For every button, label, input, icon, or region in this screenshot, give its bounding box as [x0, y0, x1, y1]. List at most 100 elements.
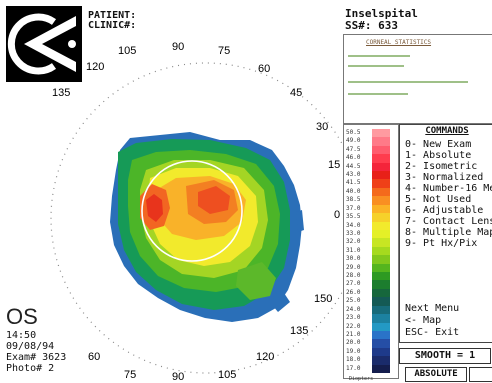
- next-menu-item[interactable]: Next Menu: [405, 303, 460, 314]
- scale-value: 35.5: [346, 213, 361, 221]
- logo: [6, 6, 82, 82]
- command-item[interactable]: 6- Adjustable: [405, 205, 484, 216]
- patient-label: PATIENT:: [88, 10, 137, 21]
- scale-swatch: [372, 280, 390, 290]
- scale-value: 33.0: [346, 229, 361, 237]
- scale-swatch: [372, 187, 390, 197]
- scale-swatch: [372, 297, 390, 307]
- scale-value: 41.5: [346, 179, 361, 187]
- logo-mark-icon: [7, 13, 76, 75]
- photo-label: Photo#: [6, 363, 43, 374]
- scale-swatch: [372, 322, 390, 332]
- exam-date: 09/08/94: [6, 341, 55, 352]
- scale-value: 21.0: [346, 330, 361, 338]
- color-scale: 50.5 49.0 47.5 46.0 44.5 43.0 41.5 40.0 38.5 37.0…: [343, 124, 399, 379]
- scale-swatch: [372, 137, 390, 147]
- axis-label-0: 0: [334, 209, 340, 221]
- command-item[interactable]: 4- Number-16 Me: [405, 183, 492, 194]
- commands-title: COMMANDS: [425, 126, 469, 136]
- scale-value: 29.0: [346, 263, 361, 271]
- scale-value: 47.5: [346, 145, 361, 153]
- axis-label-90b: 90: [172, 371, 184, 383]
- scale-swatch: [372, 179, 390, 189]
- scale-value: 40.0: [346, 187, 361, 195]
- scale-swatch: [372, 129, 390, 138]
- scale-value: 23.0: [346, 314, 361, 322]
- axis-label-60b: 60: [88, 351, 100, 363]
- exit-menu-item[interactable]: ESC- Exit: [405, 327, 460, 338]
- axis-label-150: 150: [314, 293, 332, 305]
- scale-swatch: [372, 314, 390, 323]
- exam-value: 3623: [42, 352, 67, 363]
- scale-swatch: [372, 305, 390, 315]
- scale-swatch: [372, 145, 390, 155]
- scale-swatch: [372, 154, 390, 164]
- axis-label-60: 60: [258, 63, 270, 75]
- scale-swatch: [372, 364, 390, 374]
- scale-value: 30.0: [346, 255, 361, 263]
- command-item[interactable]: 5- Not Used: [405, 194, 472, 205]
- scale-value: 22.0: [346, 322, 361, 330]
- scale-swatch: [372, 221, 390, 231]
- scale-swatch: [372, 330, 390, 340]
- command-item[interactable]: 7- Contact Lens: [405, 216, 492, 227]
- axis-label-105: 105: [118, 45, 136, 57]
- ss-label: SS#:: [345, 19, 372, 32]
- photo-number: Photo# 2: [6, 363, 54, 374]
- scale-value: 18.0: [346, 356, 361, 364]
- scale-swatch: [372, 339, 390, 349]
- command-item[interactable]: 8- Multiple Map: [405, 227, 492, 238]
- photo-value: 2: [48, 363, 55, 374]
- scale-value: 19.0: [346, 347, 361, 355]
- scale-swatch: [372, 356, 390, 366]
- command-item[interactable]: 0- New Exam: [405, 139, 472, 150]
- scale-value: 49.0: [346, 137, 361, 145]
- scale-value: 32.0: [346, 238, 361, 246]
- scale-value: 46.0: [346, 154, 361, 162]
- scale-swatch: [372, 255, 390, 265]
- scale-swatch: [372, 162, 390, 172]
- scale-swatch: [372, 229, 390, 239]
- axis-label-75b: 75: [124, 369, 136, 381]
- absolute-mode-button[interactable]: ABSOLUTE: [405, 367, 467, 382]
- corneal-statistics-box: CORNEAL STATISTICS: [343, 34, 492, 124]
- scale-swatch: [372, 213, 390, 223]
- axis-label-30: 30: [316, 121, 328, 133]
- axis-label-135b: 135: [290, 325, 308, 337]
- map-menu-item[interactable]: <- Map: [405, 315, 442, 326]
- ss-value: 633: [378, 19, 398, 32]
- scale-value: 25.0: [346, 297, 361, 305]
- topography-map: 90 105 75 120 60 135 45 30 15 0 150 135 …: [50, 41, 343, 383]
- exam-time: 14:50: [6, 330, 37, 341]
- scale-value: 27.0: [346, 280, 361, 288]
- command-item[interactable]: 2- Isometric: [405, 161, 478, 172]
- clinic-label: CLINIC#:: [88, 20, 137, 31]
- scale-value: 26.0: [346, 288, 361, 296]
- statistics-row: [348, 81, 468, 83]
- axis-label-135: 135: [52, 87, 70, 99]
- command-item[interactable]: 9- Pt Hx/Pix: [405, 238, 478, 249]
- scale-swatch: [372, 272, 390, 281]
- command-item[interactable]: 1- Absolute: [405, 150, 472, 161]
- mode-extra-button[interactable]: [469, 367, 492, 382]
- axis-label-15: 15: [328, 159, 340, 171]
- scale-swatch: [372, 246, 390, 256]
- axis-label-120b: 120: [256, 351, 274, 363]
- scale-swatch: [372, 196, 390, 206]
- command-item[interactable]: 3- Normalized: [405, 172, 484, 183]
- axis-label-75: 75: [218, 45, 230, 57]
- scale-value: 38.5: [346, 196, 361, 204]
- statistics-row: [348, 65, 404, 67]
- smooth-setting[interactable]: SMOOTH = 1: [399, 348, 491, 364]
- scale-swatch: [372, 263, 390, 273]
- scale-value: 43.0: [346, 171, 361, 179]
- right-panel: Inselspital SS#: 633 CORNEAL STATISTICS …: [343, 0, 492, 383]
- corneal-topography: [110, 132, 304, 322]
- scale-value: 50.5: [346, 129, 361, 136]
- scale-swatch: [372, 171, 390, 180]
- hospital-name: Inselspital: [345, 7, 418, 20]
- scale-swatch: [372, 347, 390, 357]
- eye-side: OS: [6, 304, 38, 329]
- axis-label-105b: 105: [218, 369, 236, 381]
- corneal-statistics-title: CORNEAL STATISTICS: [366, 39, 432, 46]
